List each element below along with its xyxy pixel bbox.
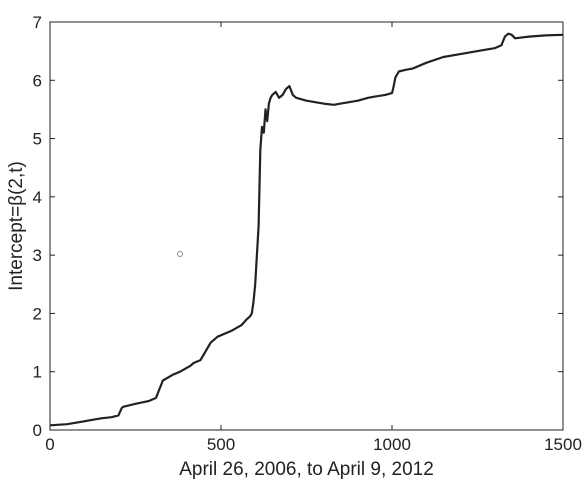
y-tick-label: 4 (33, 188, 42, 207)
x-axis: 0 500 1000 1500 (45, 22, 582, 454)
y-tick-label: 5 (33, 130, 42, 149)
y-tick-label: 0 (33, 421, 42, 440)
plot-area (49, 21, 564, 431)
y-tick-label: 6 (33, 71, 42, 90)
series-line (49, 32, 564, 427)
y-tick-label: 7 (33, 13, 42, 32)
x-tick-label: 1500 (544, 435, 582, 454)
data-point-marker (176, 250, 183, 257)
x-tick-label: 0 (45, 435, 54, 454)
x-axis-title: April 26, 2006, to April 9, 2012 (179, 459, 434, 480)
y-tick-label: 2 (33, 304, 42, 323)
y-axis-title: Intercept=β(2,t) (6, 161, 27, 291)
y-axis: 0 1 2 3 4 5 6 7 (33, 13, 563, 440)
plot-frame (49, 21, 564, 431)
x-tick-label: 500 (207, 435, 235, 454)
x-tick-label: 1000 (373, 435, 411, 454)
y-tick-label: 3 (33, 246, 42, 265)
y-tick-label: 1 (33, 363, 42, 382)
